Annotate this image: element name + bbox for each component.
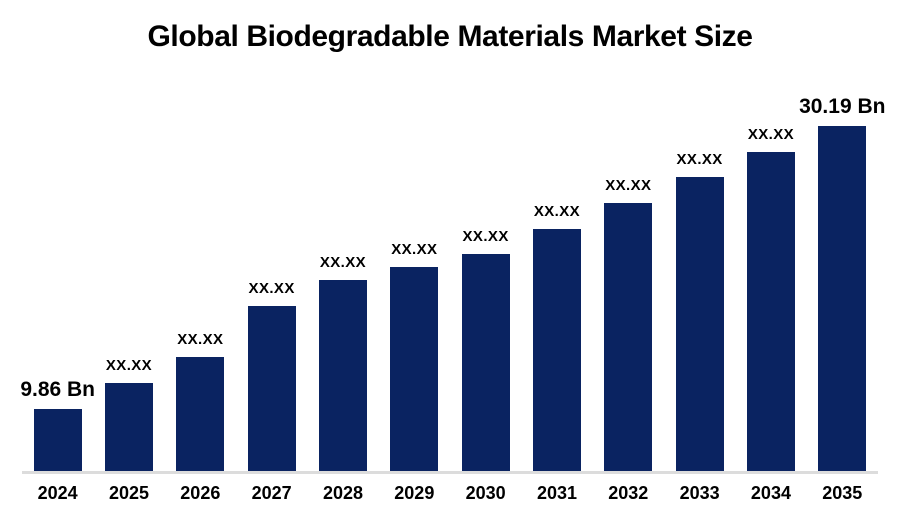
bar bbox=[318, 280, 367, 471]
bar bbox=[247, 306, 296, 471]
x-tick-label: 2035 bbox=[822, 483, 863, 503]
bar bbox=[604, 203, 653, 471]
bar bbox=[461, 254, 510, 471]
bar-column: XX.XX bbox=[593, 176, 664, 471]
x-tick-label: 2032 bbox=[608, 483, 649, 503]
x-axis-labels: 2024 2025 2026 2027 2028 2029 2030 2031 2032 2033… bbox=[22, 483, 878, 504]
bar-column: XX.XX bbox=[521, 202, 592, 471]
bar bbox=[104, 383, 153, 471]
bar-value-label: XX.XX bbox=[391, 240, 438, 258]
bar-value-label: XX.XX bbox=[533, 202, 581, 220]
x-tick-label: 2031 bbox=[536, 483, 577, 503]
bar-column: 9.86 Bn bbox=[20, 377, 96, 471]
bar-column: XX.XX bbox=[735, 125, 806, 471]
bar-column: XX.XX bbox=[664, 150, 735, 471]
x-tick-label: 2028 bbox=[322, 483, 363, 503]
x-tick-label: 2033 bbox=[679, 483, 720, 503]
x-tick-label: 2027 bbox=[251, 483, 292, 503]
bar-column: 30.19 Bn bbox=[799, 95, 885, 471]
bar-value-label: XX.XX bbox=[747, 125, 795, 143]
x-tick-label: 2026 bbox=[180, 483, 221, 503]
x-tick-label: 2030 bbox=[465, 483, 506, 503]
bar-value-label: XX.XX bbox=[177, 330, 224, 348]
bar bbox=[818, 126, 867, 471]
bar bbox=[532, 229, 581, 471]
bar bbox=[675, 177, 724, 471]
chart-title: Global Biodegradable Materials Market Si… bbox=[147, 20, 753, 53]
x-tick-label: 2024 bbox=[37, 483, 78, 503]
bar-column: XX.XX bbox=[307, 253, 378, 471]
bar-column: XX.XX bbox=[165, 330, 236, 471]
x-axis-line bbox=[22, 471, 878, 474]
bar-value-label: XX.XX bbox=[105, 356, 153, 374]
bar-value-label: XX.XX bbox=[605, 176, 652, 194]
bar-value-label: XX.XX bbox=[248, 279, 295, 297]
bar bbox=[176, 357, 225, 471]
bar bbox=[746, 152, 795, 471]
bar-value-label: XX.XX bbox=[462, 227, 509, 245]
bars-row: 9.86 Bn XX.XX XX.XX XX.XX XX.XX XX.XX XX.XX XX.… bbox=[20, 71, 885, 471]
bar-value-label: 30.19 Bn bbox=[799, 94, 886, 118]
plot-area: 9.86 Bn XX.XX XX.XX XX.XX XX.XX XX.XX XX.XX XX.… bbox=[20, 0, 885, 525]
x-tick-label: 2025 bbox=[108, 483, 150, 503]
bar bbox=[33, 409, 82, 471]
bar-column: XX.XX bbox=[379, 240, 450, 471]
bar-column: XX.XX bbox=[450, 227, 521, 471]
bar-column: XX.XX bbox=[93, 356, 164, 471]
bar-value-label: XX.XX bbox=[319, 253, 367, 271]
bar bbox=[390, 267, 439, 471]
bar-value-label: 9.86 Bn bbox=[20, 377, 96, 401]
bar-column: XX.XX bbox=[236, 279, 307, 471]
x-tick-label: 2029 bbox=[394, 483, 435, 503]
bar-value-label: XX.XX bbox=[676, 150, 723, 168]
x-tick-label: 2034 bbox=[750, 483, 791, 503]
